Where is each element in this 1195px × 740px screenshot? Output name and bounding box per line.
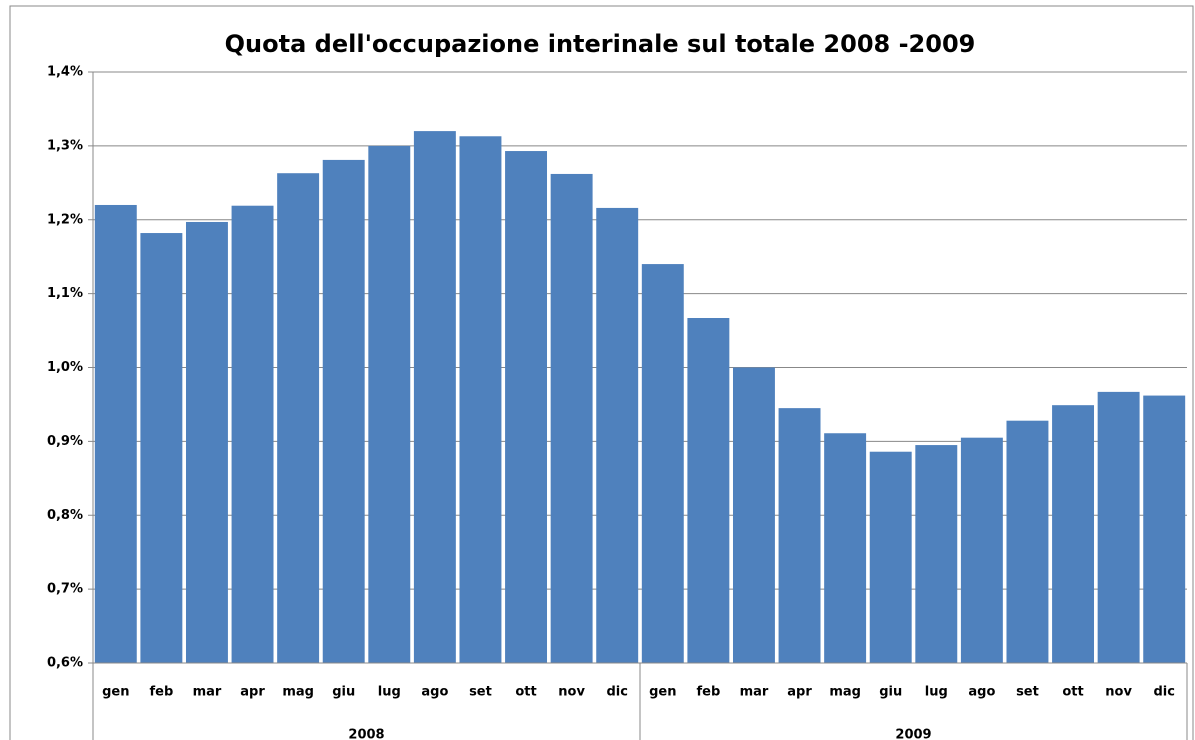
bar <box>277 173 320 664</box>
bar <box>1006 420 1049 663</box>
y-tick-label: 0,6% <box>47 656 83 671</box>
bar <box>1097 391 1140 663</box>
x-tick-label: giu <box>879 685 902 700</box>
x-tick-label: ott <box>1062 685 1083 700</box>
x-tick-label: gen <box>102 685 129 700</box>
x-tick-label: apr <box>787 685 812 700</box>
x-tick-label: ott <box>515 685 536 700</box>
bar <box>550 173 593 663</box>
bar <box>960 437 1003 663</box>
x-tick-label: nov <box>1105 685 1132 700</box>
x-tick-label: ago <box>968 685 995 700</box>
x-tick-label: mag <box>829 685 861 700</box>
x-tick-label: feb <box>696 685 720 700</box>
x-tick-label: apr <box>240 685 265 700</box>
y-tick-label: 1,2% <box>47 212 83 227</box>
y-tick-label: 1,1% <box>47 286 83 301</box>
x-tick-label: feb <box>149 685 173 700</box>
x-tick-label: mar <box>740 685 769 700</box>
bar <box>368 145 411 663</box>
y-tick-label: 0,9% <box>47 434 83 449</box>
y-tick-label: 0,8% <box>47 508 83 523</box>
x-tick-label: giu <box>332 685 355 700</box>
group-label: 2008 <box>348 728 384 740</box>
bar <box>915 445 958 663</box>
bar <box>641 264 684 663</box>
bar <box>231 205 274 663</box>
bar <box>596 207 639 663</box>
bar <box>732 367 775 663</box>
bar <box>322 159 365 663</box>
y-tick-label: 1,3% <box>47 138 83 153</box>
x-tick-label: nov <box>558 685 585 700</box>
bar <box>185 221 228 663</box>
x-tick-label: lug <box>378 685 401 700</box>
bar <box>140 233 183 664</box>
bar <box>505 151 548 663</box>
y-tick-label: 0,7% <box>47 582 83 597</box>
bar <box>687 318 730 663</box>
x-tick-label: set <box>469 685 492 700</box>
x-tick-label: set <box>1016 685 1039 700</box>
x-tick-label: gen <box>649 685 676 700</box>
x-tick-label: mag <box>282 685 314 700</box>
x-tick-label: dic <box>606 685 627 700</box>
group-label: 2009 <box>895 728 931 740</box>
bar <box>824 433 867 663</box>
bar <box>1052 405 1095 663</box>
bar <box>1143 395 1186 663</box>
bar <box>869 451 912 663</box>
x-tick-label: dic <box>1153 685 1174 700</box>
y-tick-label: 1,0% <box>47 360 83 375</box>
bar <box>459 136 502 664</box>
x-tick-label: ago <box>421 685 448 700</box>
bar <box>413 131 456 664</box>
x-tick-label: lug <box>925 685 948 700</box>
x-tick-label: mar <box>193 685 222 700</box>
chart-title: Quota dell'occupazione interinale sul to… <box>225 30 976 58</box>
y-tick-label: 1,4% <box>47 65 83 80</box>
bar <box>778 408 821 663</box>
bar <box>94 204 137 663</box>
